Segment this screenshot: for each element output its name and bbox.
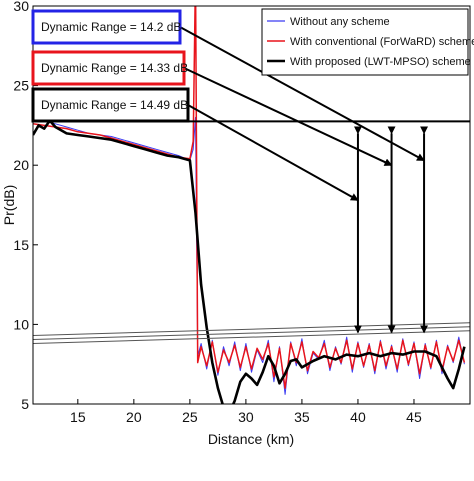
y-tick-label: 20 <box>13 157 29 173</box>
plot-frame <box>32 5 471 405</box>
annotation-text-red: Dynamic Range = 14.33 dB <box>41 61 188 75</box>
series-line-proposed <box>33 119 466 404</box>
y-tick-label: 5 <box>21 396 29 412</box>
x-tick-label: 30 <box>238 409 254 425</box>
legend-label-proposed: With proposed (LWT-MPSO) scheme <box>290 56 471 68</box>
legend-box <box>261 8 469 76</box>
y-tick-label: 10 <box>13 316 29 332</box>
annotation-box-blue: Dynamic Range = 14.2 dB <box>31 9 182 45</box>
y-tick-label: 25 <box>13 78 29 94</box>
annotation-pointer-arrow <box>179 26 425 162</box>
x-tick-label: 45 <box>406 409 422 425</box>
floor-reference-line <box>33 330 470 345</box>
y-tick-label: 15 <box>13 237 29 253</box>
x-tick-label: 20 <box>126 409 142 425</box>
annotation-text-blue: Dynamic Range = 14.2 dB <box>41 20 181 34</box>
x-tick-label: 25 <box>182 409 198 425</box>
x-axis-label: Distance (km) <box>208 431 294 447</box>
x-tick-label: 15 <box>70 409 86 425</box>
floor-reference-line <box>33 326 470 341</box>
y-axis-label: Pr(dB) <box>1 185 17 225</box>
y-tick-label: 30 <box>13 0 29 14</box>
annotation-box-black: Dynamic Range = 14.49 dB <box>31 87 190 123</box>
annotation-pointer-arrow <box>187 104 359 202</box>
legend-label-conventional: With conventional (ForWaRD) scheme <box>290 36 474 48</box>
series-line-conventional <box>33 6 466 389</box>
annotation-text-black: Dynamic Range = 14.49 dB <box>41 98 188 112</box>
x-tick-label: 35 <box>294 409 310 425</box>
annotation-box-red: Dynamic Range = 14.33 dB <box>31 50 188 86</box>
x-tick-label: 40 <box>350 409 366 425</box>
legend: Without any scheme With conventional (Fo… <box>261 8 474 76</box>
legend-label-without-scheme: Without any scheme <box>290 16 390 28</box>
annotation-pointer-arrow <box>183 67 393 167</box>
floor-reference-line <box>33 322 470 337</box>
